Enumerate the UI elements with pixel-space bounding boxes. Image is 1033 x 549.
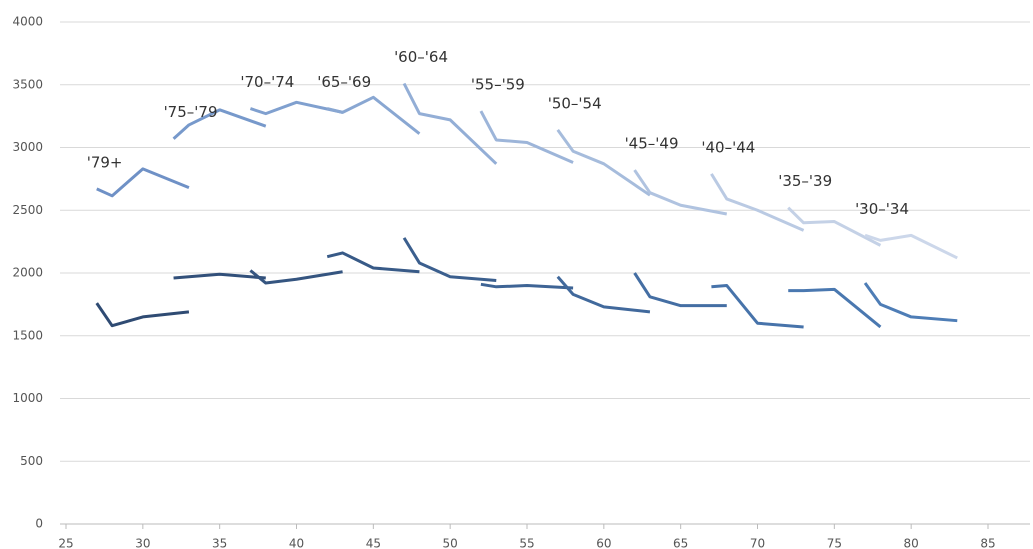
series-label: '40–'44: [701, 138, 755, 156]
series-line: [556, 275, 651, 314]
x-tick-label: 50: [443, 537, 458, 549]
x-tick-label: 85: [980, 537, 995, 549]
x-tick-label: 55: [519, 537, 534, 549]
series-line: [633, 169, 728, 216]
series-label: '45–'49: [625, 135, 679, 153]
series-line: [479, 110, 574, 164]
x-tick-label: 40: [289, 537, 304, 549]
y-tick-label: 2000: [12, 266, 43, 280]
series-line: [711, 284, 804, 329]
series-line: [173, 272, 266, 280]
y-tick-label: 500: [20, 454, 43, 468]
series-label: '30–'34: [855, 200, 909, 218]
x-tick-label: 75: [827, 537, 842, 549]
series-label: '60–'64: [394, 48, 448, 66]
series-label: '35–'39: [778, 172, 832, 190]
x-tick-label: 25: [58, 537, 73, 549]
series-label: '55–'59: [471, 76, 525, 94]
series-line: [787, 206, 882, 247]
y-tick-label: 3000: [12, 140, 43, 154]
x-tick-label: 70: [750, 537, 765, 549]
series-line: [249, 269, 343, 285]
series-label: '70–'74: [240, 73, 294, 91]
series-line: [326, 251, 420, 274]
series-line: [556, 129, 651, 197]
series-line: [788, 287, 882, 329]
series-line: [96, 167, 190, 198]
y-tick-label: 0: [35, 517, 43, 531]
series-line: [864, 233, 958, 260]
series-line: [249, 100, 343, 116]
series-line: [402, 82, 498, 165]
y-tick-label: 3500: [12, 77, 43, 91]
series-line: [710, 173, 805, 232]
series-line: [95, 302, 190, 328]
series-line: [326, 95, 421, 135]
series-label: '79+: [87, 153, 123, 171]
y-tick-label: 1500: [12, 328, 43, 342]
series-line: [172, 108, 267, 140]
x-tick-label: 80: [904, 537, 919, 549]
x-tick-label: 30: [135, 537, 150, 549]
series-line: [863, 282, 958, 323]
y-tick-label: 4000: [12, 15, 43, 29]
x-tick-label: 65: [673, 537, 688, 549]
y-tick-label: 1000: [12, 391, 43, 405]
series-label: '50–'54: [548, 94, 602, 112]
x-tick-label: 45: [366, 537, 381, 549]
series-line: [402, 237, 497, 283]
x-tick-label: 35: [212, 537, 227, 549]
series-label: '75–'79: [164, 103, 218, 121]
y-tick-label: 2500: [12, 203, 43, 217]
series-line: [480, 282, 574, 290]
series-line: [633, 272, 727, 308]
x-tick-label: 60: [596, 537, 611, 549]
series-label: '65–'69: [317, 73, 371, 91]
